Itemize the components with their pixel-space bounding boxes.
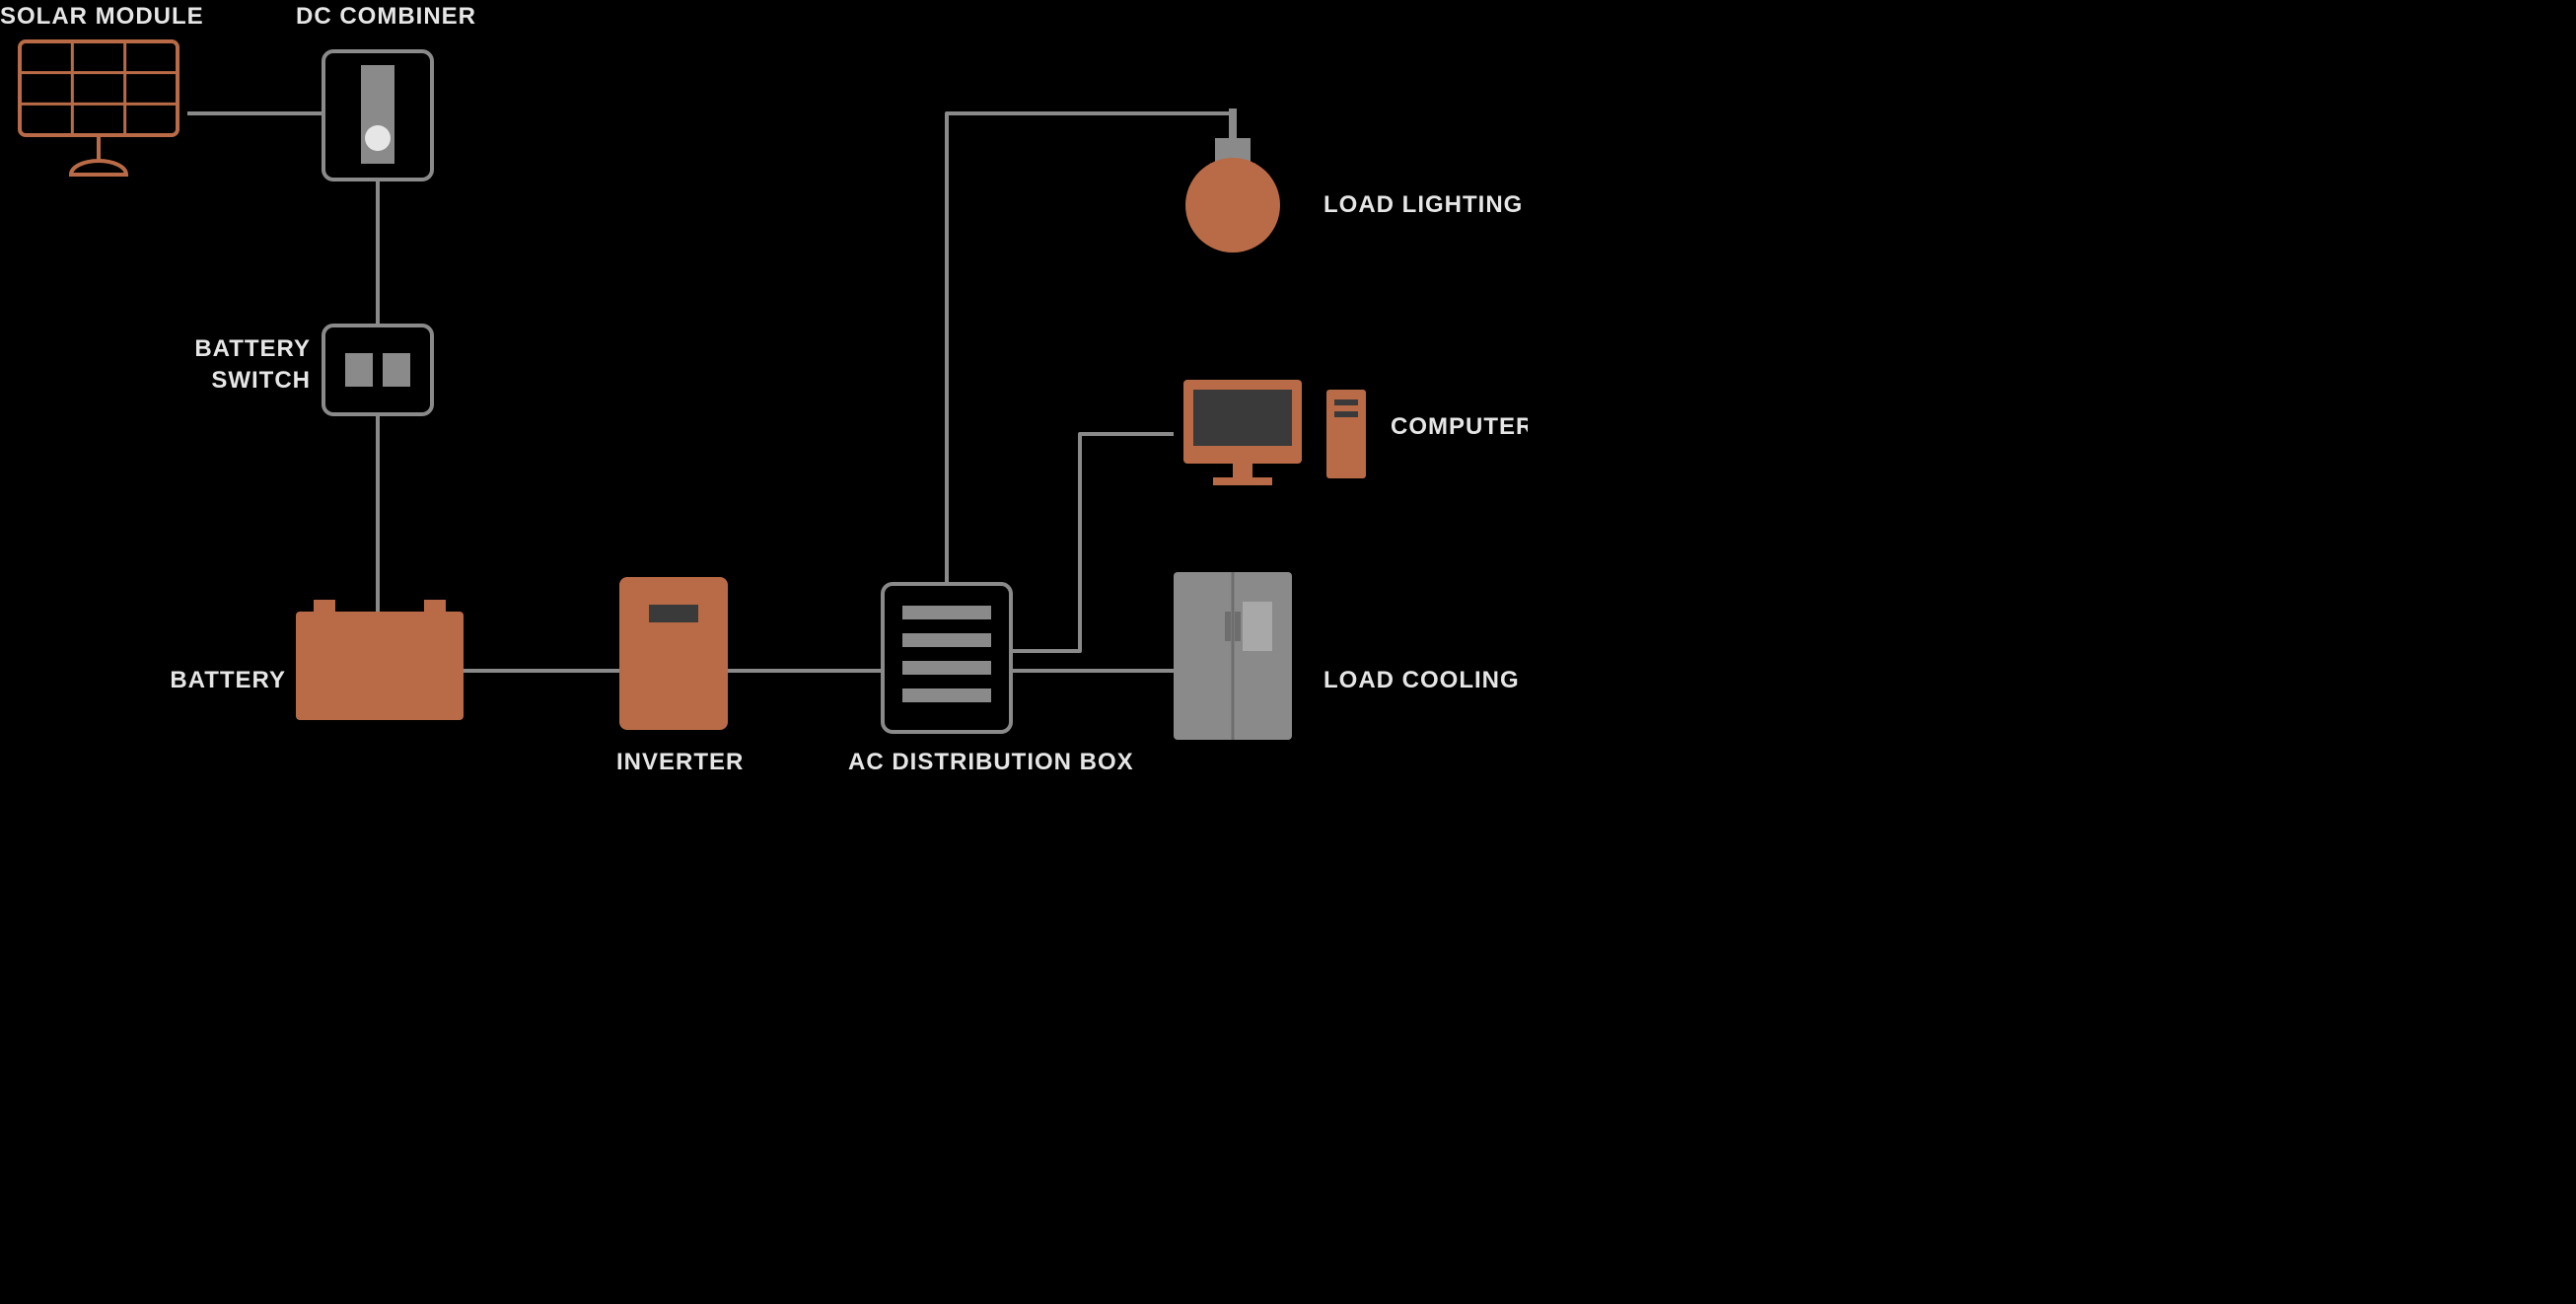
label-bswitch2: SWITCH (211, 367, 311, 394)
label-battery: BATTERY (170, 667, 286, 693)
label-combiner: DC COMBINER (296, 3, 476, 30)
label-acdist: AC DISTRIBUTION BOX (848, 749, 1134, 773)
battery-icon (296, 600, 464, 720)
label-solar: SOLAR MODULE (0, 3, 204, 30)
computer-icon (1183, 380, 1366, 485)
label-bswitch1: BATTERY (194, 335, 311, 362)
label-lighting: LOAD LIGHTING (1324, 191, 1523, 218)
edge-6 (1011, 434, 1174, 651)
edge-5 (947, 113, 1233, 584)
dc-combiner-icon (323, 51, 432, 180)
label-cooling: LOAD COOLING (1324, 667, 1520, 693)
label-inverter: INVERTER (616, 749, 744, 773)
label-computer: COMPUTER (1391, 413, 1528, 440)
fridge-icon (1174, 572, 1292, 740)
solar-module-icon (20, 41, 178, 175)
inverter-icon (619, 577, 728, 730)
ac-distribution-box-icon (883, 584, 1011, 732)
battery-switch-icon (323, 326, 432, 414)
lightbulb-icon (1185, 109, 1280, 253)
